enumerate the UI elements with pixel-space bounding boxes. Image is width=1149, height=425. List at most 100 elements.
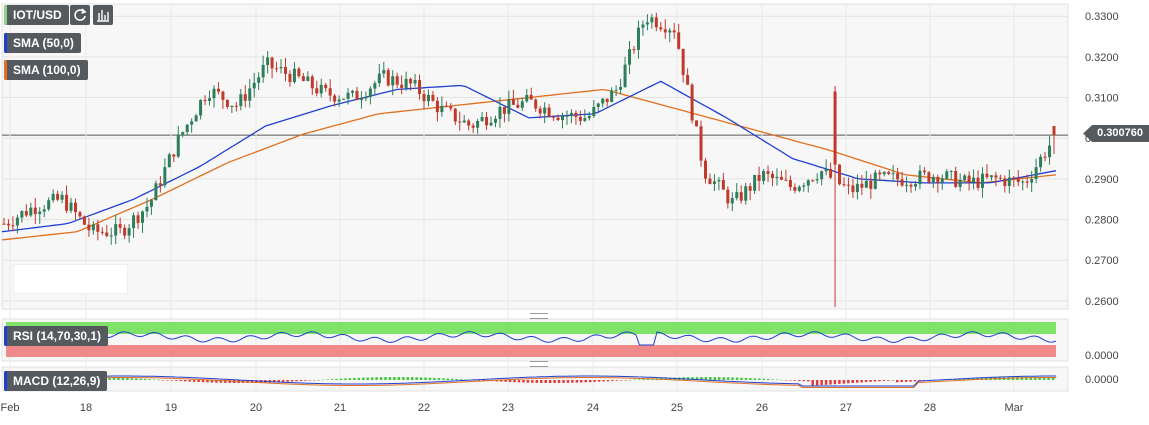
candle-body xyxy=(833,91,837,165)
candle-body xyxy=(69,202,73,211)
candle-body xyxy=(47,200,51,210)
macd-histogram-bar xyxy=(273,380,276,383)
macd-histogram-bar xyxy=(210,380,214,383)
candle-body xyxy=(346,92,350,99)
candle-body xyxy=(891,173,895,175)
macd-histogram-bar xyxy=(477,380,481,381)
macd-histogram-bar xyxy=(842,380,846,384)
candle-body xyxy=(516,104,520,108)
candle-body xyxy=(310,76,314,89)
candle-body xyxy=(578,116,582,121)
candle-body xyxy=(225,99,229,107)
macd-histogram-bar xyxy=(864,380,868,383)
legend-macd[interactable]: MACD (12,26,9) xyxy=(4,371,108,391)
candle-body xyxy=(288,73,292,83)
candle-body xyxy=(127,228,131,236)
candle-body xyxy=(619,86,623,90)
legend-sma-50[interactable]: SMA (50,0) xyxy=(4,33,81,53)
x-tick-label: Feb xyxy=(1,402,20,414)
macd-histogram-bar xyxy=(833,380,837,385)
candle-body xyxy=(136,215,140,223)
candle-body xyxy=(476,120,480,128)
candle-body xyxy=(793,187,797,191)
macd-histogram-bar xyxy=(851,380,854,383)
pane-splitter-rsi[interactable] xyxy=(530,313,548,319)
candle-body xyxy=(444,105,448,107)
candle-body xyxy=(918,170,922,185)
candle-body xyxy=(337,99,341,102)
candle-body xyxy=(802,185,806,187)
candle-body xyxy=(498,106,502,119)
candle-body xyxy=(771,173,775,179)
candle-body xyxy=(614,89,618,91)
macd-histogram-bar xyxy=(446,378,450,380)
candle-body xyxy=(208,98,212,101)
macd-histogram-bar xyxy=(397,377,401,380)
macd-histogram-bar xyxy=(286,380,289,382)
macd-histogram-bar xyxy=(620,380,623,381)
macd-histogram-bar xyxy=(838,380,841,384)
macd-histogram-bar xyxy=(758,378,761,380)
candle-body xyxy=(905,184,909,186)
macd-histogram-bar xyxy=(179,380,183,382)
refresh-button[interactable] xyxy=(70,5,90,25)
candle-body xyxy=(458,121,462,123)
indicators-button[interactable] xyxy=(93,5,113,25)
macd-histogram-bar xyxy=(798,380,801,381)
macd-histogram-bar xyxy=(442,378,445,380)
candle-body xyxy=(922,170,926,173)
candle-body xyxy=(913,184,917,187)
macd-histogram-bar xyxy=(321,379,325,381)
macd-histogram-bar xyxy=(1051,377,1055,380)
symbol-swatch xyxy=(4,5,7,25)
macd-histogram-bar xyxy=(615,380,619,381)
candle-body xyxy=(11,225,15,227)
legend-sma-100[interactable]: SMA (100,0) xyxy=(4,60,88,80)
macd-histogram-bar xyxy=(175,380,178,381)
candle-body xyxy=(163,167,167,186)
legend-rsi[interactable]: RSI (14,70,30,1) xyxy=(4,326,109,346)
symbol-label[interactable]: IOT/USD xyxy=(4,5,69,25)
macd-histogram-bar xyxy=(704,377,708,380)
rsi-overbought-zone xyxy=(6,322,1056,334)
candle-body xyxy=(878,172,882,175)
candle-body xyxy=(708,178,712,185)
macd-histogram-bar xyxy=(330,379,334,380)
candle-body xyxy=(342,98,346,100)
candle-body xyxy=(252,82,256,89)
candle-body xyxy=(552,116,556,118)
macd-histogram-bar xyxy=(557,380,561,383)
candle-body xyxy=(368,88,372,97)
candle-body xyxy=(623,64,627,87)
macd-histogram-bar xyxy=(967,378,970,380)
macd-histogram-bar xyxy=(887,380,890,381)
macd-histogram-bar xyxy=(1047,377,1050,380)
macd-histogram-bar xyxy=(428,377,432,380)
macd-histogram-bar xyxy=(602,380,605,382)
candle-body xyxy=(981,173,985,188)
x-tick-label: 18 xyxy=(80,402,92,414)
refresh-icon xyxy=(74,8,87,21)
candle-body xyxy=(467,120,471,126)
candle-body xyxy=(20,211,24,218)
x-tick-label: Mar xyxy=(1005,402,1024,414)
macd-histogram-bar xyxy=(531,380,534,383)
macd-histogram-bar xyxy=(379,377,383,380)
candle-body xyxy=(359,98,363,100)
candle-body xyxy=(400,84,404,88)
candle-body xyxy=(418,80,422,95)
macd-histogram-bar xyxy=(499,380,503,382)
macd-histogram-bar xyxy=(958,378,961,380)
candle-body xyxy=(78,212,82,217)
pane-splitter-macd[interactable] xyxy=(530,361,548,367)
macd-axis-label: 0.0000 xyxy=(1085,374,1119,386)
candle-body xyxy=(60,194,64,200)
macd-histogram-bar xyxy=(646,378,650,380)
macd-histogram-bar xyxy=(637,379,641,380)
candle-body xyxy=(976,177,980,188)
candle-body xyxy=(230,105,234,107)
macd-histogram-bar xyxy=(513,380,516,383)
macd-histogram-bar xyxy=(148,379,151,380)
rsi-oversold-zone xyxy=(6,345,1056,357)
